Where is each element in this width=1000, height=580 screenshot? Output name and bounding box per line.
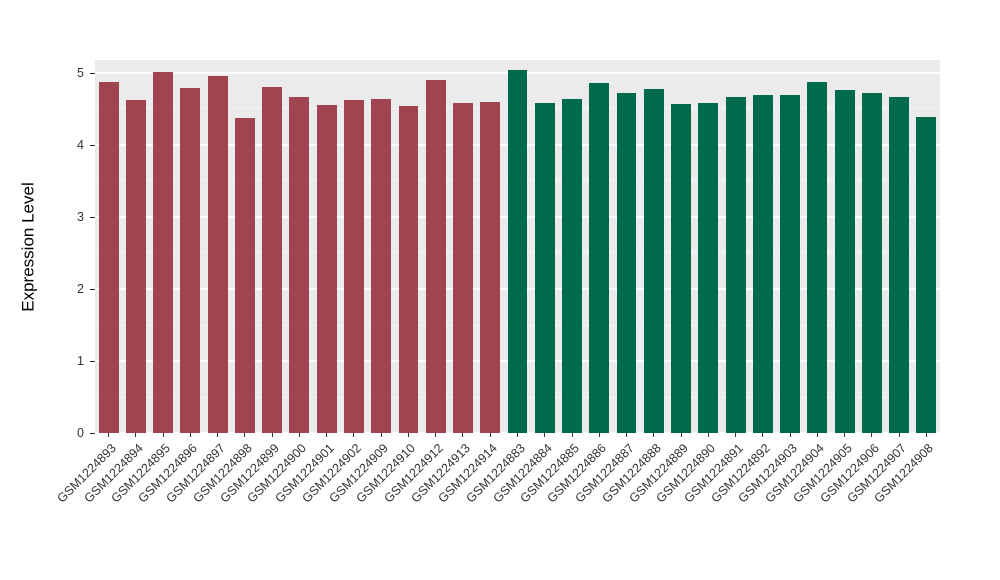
x-tick-mark bbox=[816, 433, 818, 437]
x-tick-mark bbox=[571, 433, 573, 437]
y-axis-title: Expression Level bbox=[16, 60, 42, 433]
x-tick-mark bbox=[598, 433, 600, 437]
x-tick-mark bbox=[407, 433, 409, 437]
x-tick-mark bbox=[108, 433, 110, 437]
bar-GSM1224885 bbox=[562, 98, 582, 433]
x-tick-mark bbox=[680, 433, 682, 437]
x-tick-mark bbox=[489, 433, 491, 437]
x-tick-mark bbox=[925, 433, 927, 437]
bar-GSM1224899 bbox=[262, 86, 283, 433]
bar-GSM1224895 bbox=[153, 71, 174, 433]
bar-GSM1224912 bbox=[425, 80, 446, 433]
bar-GSM1224914 bbox=[480, 101, 501, 433]
x-tick-mark bbox=[735, 433, 737, 437]
y-tick-mark bbox=[90, 216, 95, 218]
bar-GSM1224892 bbox=[752, 95, 773, 433]
y-tick-mark bbox=[90, 288, 95, 290]
x-tick-mark bbox=[435, 433, 437, 437]
x-tick-mark bbox=[544, 433, 546, 437]
y-tick-label: 4 bbox=[77, 137, 84, 152]
y-tick-label: 1 bbox=[77, 354, 84, 368]
x-tick-mark bbox=[298, 433, 300, 437]
x-tick-mark bbox=[762, 433, 764, 437]
y-tick-mark bbox=[90, 72, 95, 74]
bar-GSM1224889 bbox=[671, 103, 691, 433]
x-tick-mark bbox=[189, 433, 191, 437]
bar-GSM1224893 bbox=[98, 81, 119, 433]
y-tick-mark bbox=[90, 144, 95, 146]
x-tick-mark bbox=[789, 433, 791, 437]
bar-GSM1224900 bbox=[289, 97, 310, 433]
y-tick-mark bbox=[90, 360, 95, 362]
x-tick-mark bbox=[271, 433, 273, 437]
y-tick-label: 2 bbox=[77, 282, 84, 296]
y-tick-mark bbox=[90, 433, 95, 434]
x-tick-mark bbox=[326, 433, 328, 437]
y-tick-label: 3 bbox=[77, 209, 84, 224]
x-tick-mark bbox=[462, 433, 464, 437]
bar-GSM1224906 bbox=[861, 93, 882, 433]
x-tick-mark bbox=[217, 433, 219, 437]
bar-GSM1224903 bbox=[780, 94, 801, 433]
bar-GSM1224887 bbox=[616, 93, 637, 433]
y-tick-label: 0 bbox=[77, 426, 84, 440]
bar-GSM1224884 bbox=[534, 103, 555, 433]
x-tick-mark bbox=[871, 433, 873, 437]
x-tick-mark bbox=[707, 433, 709, 437]
bar-GSM1224888 bbox=[643, 88, 664, 433]
bar-GSM1224902 bbox=[344, 99, 364, 433]
bar-GSM1224896 bbox=[180, 88, 201, 433]
y-axis-title-text: Expression Level bbox=[19, 181, 38, 312]
bar-GSM1224898 bbox=[234, 117, 255, 433]
bar-GSM1224904 bbox=[807, 82, 828, 433]
bar-GSM1224910 bbox=[398, 106, 419, 433]
y-tick-label: 5 bbox=[77, 65, 84, 80]
bar-GSM1224886 bbox=[589, 83, 610, 433]
x-tick-mark bbox=[135, 433, 137, 437]
x-tick-mark bbox=[653, 433, 655, 437]
bar-GSM1224909 bbox=[371, 98, 392, 433]
bar-GSM1224913 bbox=[453, 102, 473, 433]
x-tick-mark bbox=[898, 433, 900, 437]
x-tick-mark bbox=[162, 433, 164, 437]
bar-GSM1224890 bbox=[698, 102, 719, 433]
x-axis-labels: GSM1224893 GSM1224894 GSM1224895 GSM1224896… bbox=[54, 433, 940, 573]
bar-GSM1224907 bbox=[889, 97, 910, 433]
bar-GSM1224894 bbox=[125, 100, 146, 433]
x-tick-mark bbox=[626, 433, 628, 437]
bar-GSM1224897 bbox=[207, 75, 228, 433]
bar-GSM1224905 bbox=[834, 89, 855, 433]
bar-GSM1224901 bbox=[316, 105, 337, 433]
bar-GSM1224891 bbox=[725, 97, 746, 433]
x-tick-mark bbox=[244, 433, 246, 437]
y-axis-tick-labels: 0 1 2 3 4 5 bbox=[48, 60, 84, 440]
x-tick-mark bbox=[380, 433, 382, 437]
bar-GSM1224883 bbox=[507, 70, 528, 433]
x-tick-mark bbox=[353, 433, 355, 437]
x-tick-mark bbox=[517, 433, 518, 437]
x-tick-mark bbox=[844, 433, 846, 437]
plot-panel bbox=[95, 60, 940, 434]
bar-GSM1224908 bbox=[916, 116, 937, 433]
